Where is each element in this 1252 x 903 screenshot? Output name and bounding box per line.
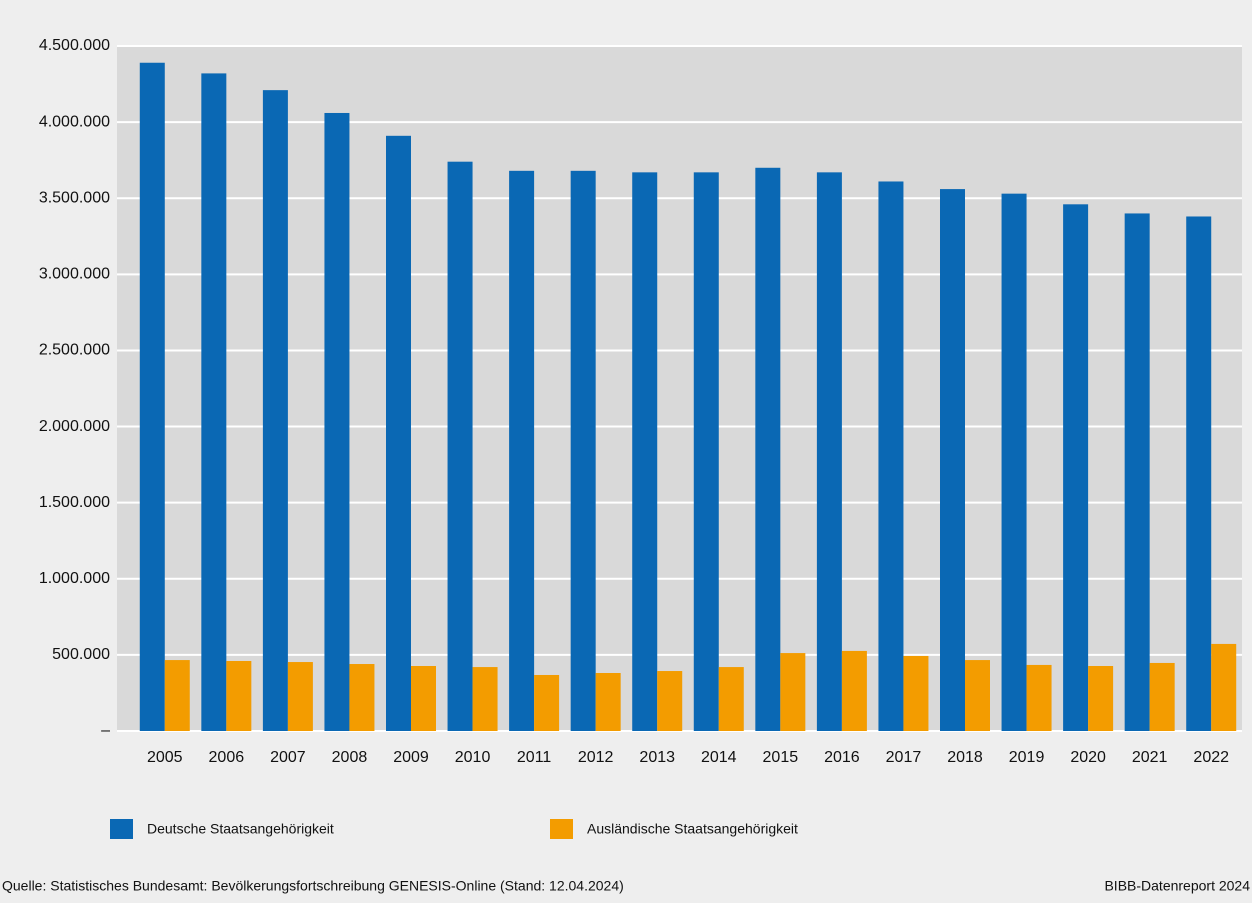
x-tick-label: 2019 xyxy=(1009,749,1045,766)
bar xyxy=(693,172,719,731)
x-tick-label: 2012 xyxy=(578,749,614,766)
bar xyxy=(878,181,904,731)
bar xyxy=(755,167,781,731)
x-tick-label: 2011 xyxy=(517,749,552,766)
bar xyxy=(447,161,473,731)
y-tick-label: 500.000 xyxy=(52,646,110,663)
y-tick-label: 4.500.000 xyxy=(39,37,110,54)
bar xyxy=(780,653,806,731)
bar xyxy=(903,655,929,731)
x-tick-label: 2021 xyxy=(1132,749,1168,766)
y-tick-label: 3.000.000 xyxy=(39,266,110,283)
credit: BIBB-Datenreport 2024 xyxy=(1104,878,1250,894)
x-tick-label: 2005 xyxy=(147,749,183,766)
bar xyxy=(287,662,313,731)
bar xyxy=(534,674,560,731)
legend-label: Ausländische Staatsangehörigkeit xyxy=(587,821,798,837)
y-tick-label: 2.500.000 xyxy=(39,342,110,359)
x-tick-label: 2009 xyxy=(393,749,429,766)
bar xyxy=(816,172,842,731)
legend-swatch xyxy=(110,819,133,839)
bar xyxy=(164,660,190,731)
x-tick-label: 2018 xyxy=(947,749,983,766)
x-tick-label: 2017 xyxy=(886,749,922,766)
x-tick-label: 2010 xyxy=(455,749,491,766)
bar xyxy=(570,170,596,732)
bar xyxy=(139,62,165,731)
bar xyxy=(472,667,498,731)
bar xyxy=(411,666,436,731)
bar xyxy=(595,673,621,731)
bar xyxy=(386,135,411,732)
bar xyxy=(262,90,288,731)
x-tick-label: 2006 xyxy=(209,749,245,766)
bar xyxy=(1124,213,1150,731)
x-tick-label: 2020 xyxy=(1070,749,1106,766)
x-tick-label: 2013 xyxy=(639,749,675,766)
x-tick-label: 2016 xyxy=(824,749,860,766)
bar xyxy=(1088,666,1114,731)
bar xyxy=(1001,193,1027,732)
bar xyxy=(1149,662,1175,731)
bar xyxy=(349,664,375,731)
bar xyxy=(1211,643,1237,731)
bar xyxy=(509,170,535,732)
source: Quelle: Statistisches Bundesamt: Bevölke… xyxy=(2,878,624,894)
x-tick-label: 2014 xyxy=(701,749,737,766)
x-tick-label: 2008 xyxy=(332,749,368,766)
y-tick-label: 3.500.000 xyxy=(39,189,110,206)
bar xyxy=(965,660,990,731)
bar xyxy=(841,650,867,731)
x-tick-label: 2015 xyxy=(763,749,799,766)
bar xyxy=(1063,204,1089,732)
bar xyxy=(657,671,683,731)
bar xyxy=(1026,664,1052,731)
y-tick-label: 1.000.000 xyxy=(39,570,110,587)
bar xyxy=(632,172,658,731)
bar xyxy=(324,112,350,731)
x-tick-label: 2022 xyxy=(1193,749,1229,766)
bar xyxy=(201,73,227,731)
legend-swatch xyxy=(550,819,573,839)
y-tick-label: 4.000.000 xyxy=(39,113,110,130)
bar xyxy=(940,189,965,732)
bar xyxy=(1186,216,1212,731)
y-tick-label: 1.500.000 xyxy=(39,494,110,511)
plot-area xyxy=(117,46,1242,731)
bar xyxy=(226,660,252,731)
legend-label: Deutsche Staatsangehörigkeit xyxy=(147,821,334,837)
y-tick-label: – xyxy=(101,722,110,739)
bar xyxy=(718,667,744,731)
y-tick-label: 2.000.000 xyxy=(39,418,110,435)
x-tick-label: 2007 xyxy=(270,749,306,766)
